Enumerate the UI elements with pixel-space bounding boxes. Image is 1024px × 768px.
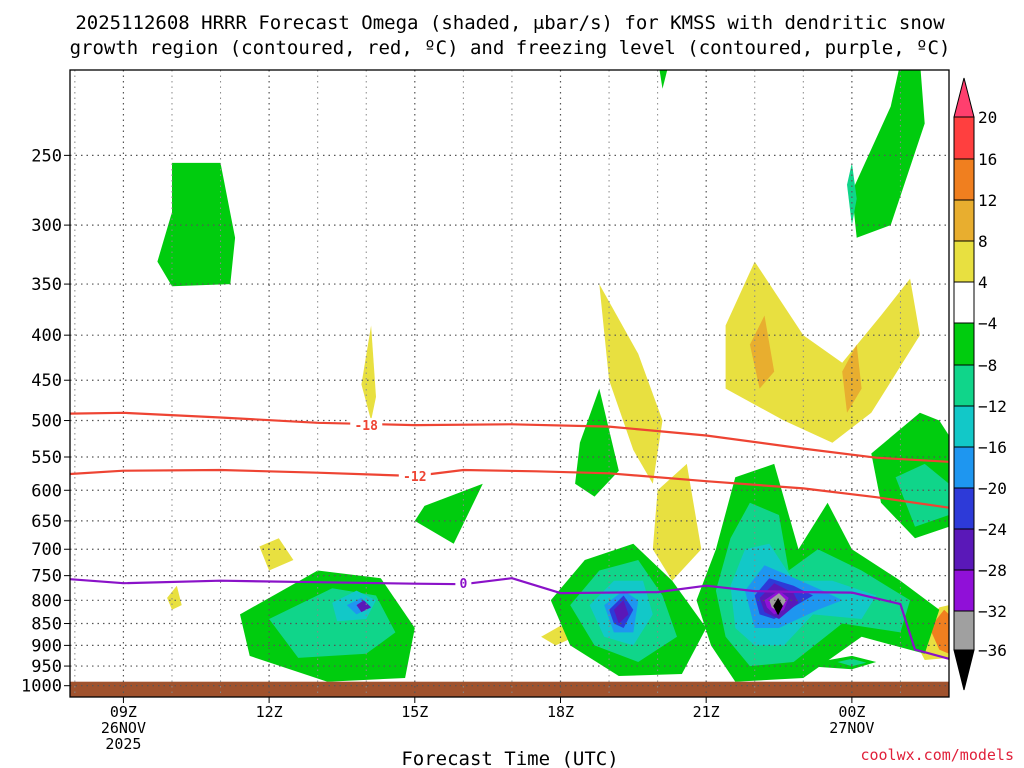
omega-region-9 xyxy=(361,325,376,421)
xtick-label-18-0: 18Z xyxy=(547,703,574,721)
colorbar-bin-3 xyxy=(953,199,975,242)
xtick-label-12-0: 12Z xyxy=(256,703,283,721)
omega-region-10 xyxy=(259,538,294,571)
xtick-label-21-0: 21Z xyxy=(693,703,720,721)
contour-label-dgz-bottom: -12 xyxy=(403,470,426,485)
omega-region-26 xyxy=(356,600,372,613)
ytick-label-850: 850 xyxy=(31,615,62,635)
ytick-label-450: 450 xyxy=(31,371,62,391)
colorbar-label-0: 20 xyxy=(978,108,997,127)
colorbar-label-5: −4 xyxy=(978,314,997,333)
ytick-label-650: 650 xyxy=(31,512,62,532)
colorbar-arrow-bottom xyxy=(953,649,975,691)
xtick-label-9-0: 09Z xyxy=(110,703,137,721)
contour-label-bg-dgz-bottom xyxy=(398,468,431,483)
contour-label-dgz-top: -18 xyxy=(354,419,378,434)
colorbar-bin-6 xyxy=(953,322,975,366)
credit-text: coolwx.com/models xyxy=(860,746,1014,764)
ytick-label-350: 350 xyxy=(31,275,62,295)
ground-surface xyxy=(70,681,949,697)
colorbar-bin-12 xyxy=(953,569,975,612)
omega-region-18 xyxy=(414,483,483,544)
ground-layer xyxy=(70,681,949,697)
omega-colorbar: 20 16 12 8 4 −4 −8 −12 −16 −20 −24 −28 −32 −36 xyxy=(953,77,1007,691)
ytick-label-400: 400 xyxy=(31,326,62,346)
title-line-2: growth region (contoured, red, ºC) and f… xyxy=(70,37,951,59)
ytick-label-500: 500 xyxy=(31,412,62,432)
colorbar-label-8: −16 xyxy=(978,438,1007,457)
ytick-label-550: 550 xyxy=(31,448,62,468)
contour-label-bg-freezing-level xyxy=(455,576,472,591)
temperature-contours: -18 -12 0 xyxy=(69,411,950,660)
ytick-label-800: 800 xyxy=(31,591,62,611)
colorbar-label-13: −36 xyxy=(978,641,1007,660)
omega-region-41 xyxy=(773,597,783,616)
colorbar-bin-11 xyxy=(953,528,975,571)
colorbar-bin-13 xyxy=(953,610,975,651)
colorbar-bin-5 xyxy=(953,281,975,324)
plot-frame xyxy=(69,69,950,698)
omega-region-5 xyxy=(725,261,920,443)
xtick-label-24-1: 27NOV xyxy=(829,719,874,737)
ytick-label-700: 700 xyxy=(31,540,62,560)
colorbar-label-3: 8 xyxy=(978,232,988,251)
ytick-label-750: 750 xyxy=(31,567,62,587)
colorbar-bin-10 xyxy=(953,487,975,530)
ytick-label-950: 950 xyxy=(31,657,62,677)
contour-dgz-top xyxy=(69,411,950,463)
colorbar-bin-8 xyxy=(953,405,975,448)
omega-region-32 xyxy=(613,600,629,624)
chart-title: 2025112608 HRRR Forecast Omega (shaded, … xyxy=(70,12,951,59)
ytick-label-1000: 1000 xyxy=(21,677,62,697)
omega-region-19 xyxy=(575,388,619,497)
contour-dgz-bottom xyxy=(69,468,950,509)
ytick-label-600: 600 xyxy=(31,481,62,501)
colorbar-label-1: 16 xyxy=(978,150,997,169)
contour-freezing-level xyxy=(69,577,950,660)
xtick-label-9-2: 2025 xyxy=(105,735,141,753)
omega-region-2 xyxy=(851,70,925,238)
omega-region-21 xyxy=(895,463,949,527)
colorbar-label-9: −20 xyxy=(978,479,1007,498)
grid-lines xyxy=(70,70,950,697)
colorbar-label-12: −32 xyxy=(978,602,1007,621)
colorbar-bin-1 xyxy=(953,116,975,160)
colorbar-bin-2 xyxy=(953,158,975,201)
omega-region-17 xyxy=(929,609,949,654)
omega-region-1 xyxy=(659,70,668,89)
xtick-label-9-1: 26NOV xyxy=(101,719,146,737)
title-line-1: 2025112608 HRRR Forecast Omega (shaded, … xyxy=(75,12,945,34)
omega-region-6 xyxy=(749,315,775,389)
colorbar-bin-9 xyxy=(953,446,975,489)
contour-label-bg-dgz-top xyxy=(350,418,383,433)
omega-region-8 xyxy=(652,463,702,581)
pressure-axis: 2503003504004505005506006507007508008509… xyxy=(21,146,70,697)
colorbar-label-7: −12 xyxy=(978,397,1007,416)
contour-label-freezing-level: 0 xyxy=(459,577,467,592)
omega-shading xyxy=(157,70,949,682)
xtick-label-15-0: 15Z xyxy=(401,703,428,721)
colorbar-label-6: −8 xyxy=(978,356,997,375)
colorbar-label-4: 4 xyxy=(978,273,988,292)
colorbar-label-10: −24 xyxy=(978,520,1007,539)
colorbar-bin-7 xyxy=(953,364,975,407)
colorbar-arrow-top xyxy=(953,77,975,118)
ytick-label-250: 250 xyxy=(31,146,62,166)
ytick-label-300: 300 xyxy=(31,216,62,236)
colorbar-label-11: −28 xyxy=(978,561,1007,580)
colorbar-label-2: 12 xyxy=(978,191,997,210)
omega-region-43 xyxy=(837,658,867,667)
omega-region-11 xyxy=(167,585,182,610)
omega-region-3 xyxy=(847,162,857,226)
ytick-label-900: 900 xyxy=(31,636,62,656)
x-axis-label: Forecast Time (UTC) xyxy=(401,748,618,768)
omega-region-4 xyxy=(599,284,663,484)
xtick-label-24-0: 00Z xyxy=(838,703,865,721)
omega-region-0 xyxy=(157,162,236,287)
colorbar-bin-4 xyxy=(953,240,975,283)
